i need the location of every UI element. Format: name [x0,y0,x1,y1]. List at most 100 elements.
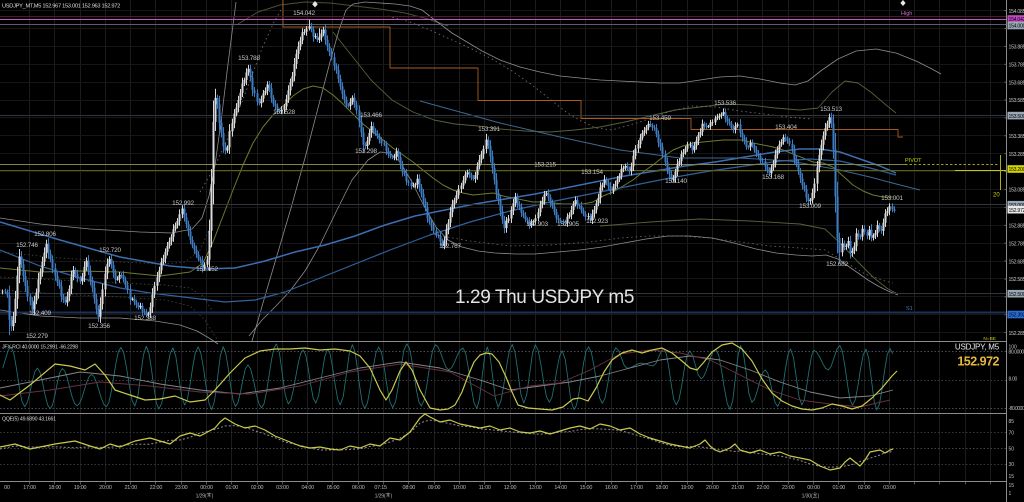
svg-text:14:00: 14:00 [554,485,567,491]
svg-text:1/30(: 1/30( [802,494,813,500]
svg-text:05:00: 05:00 [327,485,340,491]
svg-text:152.746: 152.746 [16,242,38,249]
svg-text:17:00: 17:00 [23,485,36,491]
svg-text:02:00: 02:00 [858,485,871,491]
svg-text:153.528: 153.528 [273,109,295,116]
svg-text:153.536: 153.536 [714,100,736,107]
svg-text:152.285: 152.285 [1009,331,1024,337]
svg-text:): ) [391,494,393,500]
svg-text:152.972: 152.972 [1009,208,1024,214]
svg-text:152.923: 152.923 [586,218,608,225]
svg-text:153.001: 153.001 [881,195,903,202]
svg-text:20:00: 20:00 [99,485,112,491]
svg-text:152.500: 152.500 [1009,292,1024,298]
svg-text:152.992: 152.992 [172,200,194,207]
svg-text:20:00: 20:00 [706,485,719,491]
svg-text:High: High [901,11,912,17]
svg-text:30: 30 [1009,462,1015,468]
svg-text:153.154: 153.154 [581,169,603,176]
svg-text:21:00: 21:00 [731,485,744,491]
svg-text:154.042: 154.042 [1009,17,1024,23]
svg-text:23:00: 23:00 [782,485,795,491]
svg-text:01:00: 01:00 [833,485,846,491]
svg-text:152.905: 152.905 [557,221,579,228]
svg-text:153.168: 153.168 [762,174,784,181]
svg-text:08:00: 08:00 [403,485,416,491]
svg-text:100: 100 [1009,345,1018,351]
svg-text:22:00: 22:00 [757,485,770,491]
svg-text:QQE(5) 49.6890 43.1661: QQE(5) 49.6890 43.1661 [2,417,56,423]
svg-text:152.409: 152.409 [29,310,51,317]
svg-text:PIVOT: PIVOT [905,158,922,164]
svg-text:153.404: 153.404 [775,124,797,131]
svg-text:153.140: 153.140 [665,178,687,185]
svg-text:154.042: 154.042 [293,10,315,17]
svg-text:USDJPY_MT,M5 152.967 153.001: USDJPY_MT,M5 152.967 153.001 152.963 152… [2,4,120,10]
svg-text:154.000: 154.000 [1009,24,1024,30]
svg-text:70: 70 [1009,431,1015,437]
svg-text:152.279: 152.279 [26,333,48,340]
svg-text:153.500: 153.500 [1009,114,1024,120]
svg-text:152.806: 152.806 [34,231,56,238]
svg-text:10:00: 10:00 [453,485,466,491]
svg-text:07:15: 07:15 [374,485,387,491]
svg-text:153.385: 153.385 [1009,134,1024,140]
svg-text:22:00: 22:00 [150,485,163,491]
svg-text:S1: S1 [906,306,913,312]
svg-text:152.682: 152.682 [826,261,848,268]
svg-text:03:00: 03:00 [276,485,289,491]
svg-text:153.459: 153.459 [649,115,671,122]
svg-text:152.885: 152.885 [1009,224,1024,230]
svg-text:153.391: 153.391 [478,126,500,133]
svg-text:19:00: 19:00 [74,485,87,491]
svg-text:152.972: 152.972 [957,355,999,369]
svg-text:1/29(: 1/29( [196,494,207,500]
svg-text:15: 15 [1009,474,1015,480]
svg-text:152.685: 152.685 [1009,259,1024,265]
svg-text:00:00: 00:00 [807,485,820,491]
svg-text:153.285: 153.285 [1009,152,1024,158]
svg-text:19:00: 19:00 [681,485,694,491]
svg-text:12:00: 12:00 [504,485,517,491]
svg-text:11:00: 11:00 [479,485,491,491]
svg-text:152.785: 152.785 [1009,241,1024,247]
svg-text:152.903: 152.903 [526,221,548,228]
svg-text:50: 50 [1009,447,1015,453]
svg-text:23:00: 23:00 [175,485,188,491]
svg-text:): ) [818,494,820,500]
svg-text:153.200: 153.200 [1009,167,1024,173]
svg-text:09:00: 09:00 [428,485,441,491]
svg-text:16:00: 16:00 [605,485,618,491]
svg-text:85: 85 [1009,419,1015,425]
svg-text:152.392: 152.392 [1009,313,1024,319]
svg-text:153.009: 153.009 [799,203,821,210]
svg-text:153.785: 153.785 [1009,63,1024,69]
svg-text:153.513: 153.513 [820,106,842,113]
svg-text:03:00: 03:00 [883,485,896,491]
svg-text:15:00: 15:00 [580,485,593,491]
svg-text:153.885: 153.885 [1009,45,1024,51]
svg-text:00: 00 [4,485,10,491]
svg-text:153.215: 153.215 [534,162,556,169]
svg-text:00:00: 00:00 [200,485,213,491]
svg-text:20: 20 [993,193,1000,199]
svg-text:-80.0000: -80.0000 [1009,406,1024,412]
svg-text:N=BE: N=BE [983,336,996,342]
svg-text:8.00: 8.00 [1009,377,1018,383]
svg-text:06:00: 06:00 [352,485,365,491]
svg-text:153.466: 153.466 [360,112,382,119]
svg-text:18:00: 18:00 [656,485,669,491]
svg-text:17:00: 17:00 [630,485,643,491]
svg-text:154.085: 154.085 [1009,9,1024,15]
svg-text:152.652: 152.652 [196,266,218,273]
svg-text:153.585: 153.585 [1009,98,1024,104]
svg-text:JFX-RCI 40.0000 15.2991 -66.22: JFX-RCI 40.0000 15.2991 -66.2298 [2,345,78,351]
svg-text:): ) [212,494,214,500]
svg-text:153.788: 153.788 [238,55,260,62]
svg-text:15: 15 [1009,483,1015,489]
svg-text:80.0000: 80.0000 [1009,350,1024,356]
svg-text:153.685: 153.685 [1009,80,1024,86]
svg-text:01:00: 01:00 [226,485,239,491]
svg-text:13:00: 13:00 [529,485,542,491]
svg-text:1.29 Thu USDJPY m5: 1.29 Thu USDJPY m5 [455,287,634,308]
